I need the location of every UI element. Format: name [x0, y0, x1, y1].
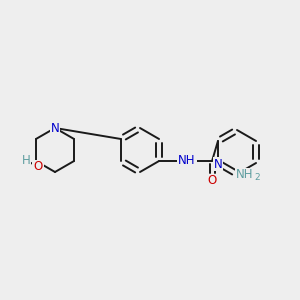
Text: O: O — [33, 160, 43, 173]
Text: N: N — [51, 122, 59, 134]
Text: NH: NH — [178, 154, 196, 167]
Text: O: O — [207, 175, 217, 188]
Text: 2: 2 — [254, 173, 260, 182]
Text: N: N — [214, 158, 222, 170]
Text: H: H — [22, 154, 30, 166]
Text: NH: NH — [236, 169, 254, 182]
